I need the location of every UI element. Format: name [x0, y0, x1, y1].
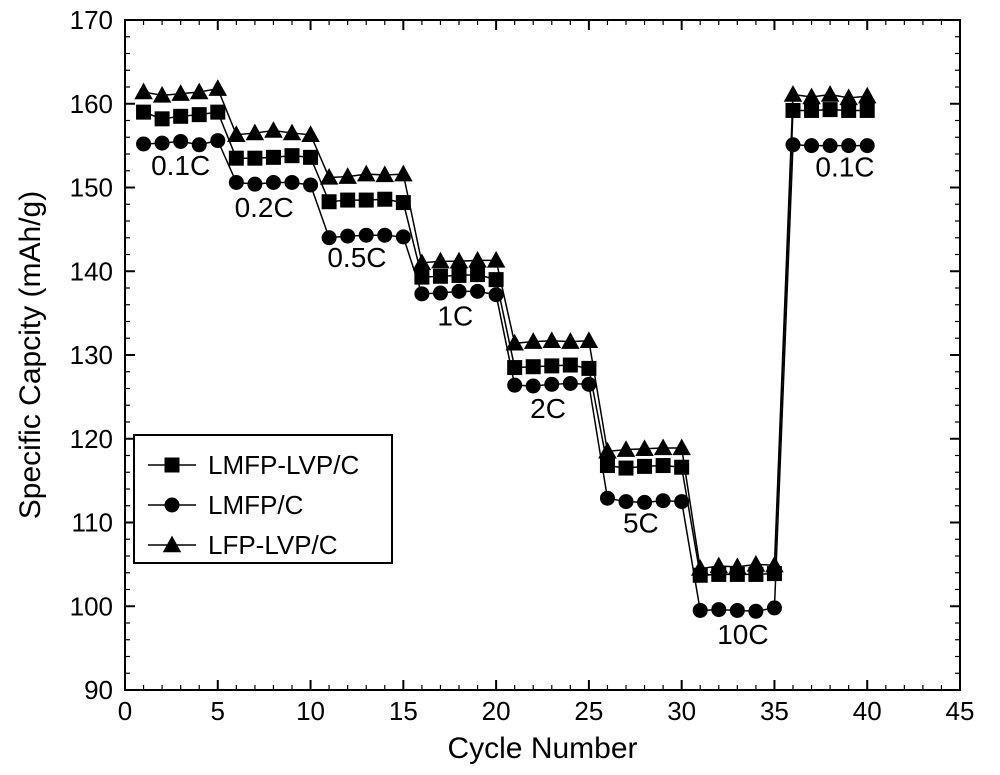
legend-item-label: LMFP-LVP/C	[208, 450, 359, 480]
y-tick-label: 130	[70, 340, 113, 370]
x-tick-label: 35	[760, 696, 789, 726]
y-tick-label: 100	[70, 591, 113, 621]
rate-label: 0.2C	[235, 192, 294, 223]
rate-label: 0.1C	[815, 152, 874, 183]
rate-label: 5C	[623, 508, 659, 539]
plot-border	[125, 20, 960, 690]
x-axis-label: Cycle Number	[447, 732, 637, 765]
y-tick-label: 160	[70, 89, 113, 119]
x-tick-label: 25	[574, 696, 603, 726]
x-tick-label: 45	[946, 696, 975, 726]
y-tick-label: 150	[70, 173, 113, 203]
x-tick-label: 10	[296, 696, 325, 726]
capacity-rate-chart: 0 5 10 15 20 25 30 35 40 45 90 100 110 120 130 140 150 16…	[0, 0, 1000, 775]
x-tick-label: 5	[211, 696, 225, 726]
rate-label: 2C	[530, 393, 566, 424]
y-tick-label: 110	[72, 508, 113, 538]
x-tick-label: 15	[389, 696, 418, 726]
x-tick-label: 20	[482, 696, 511, 726]
rate-label: 10C	[717, 619, 768, 650]
legend: LMFP-LVP/C LMFP/C LFP-LVP/C	[134, 435, 392, 563]
x-tick-label: 40	[853, 696, 882, 726]
y-tick-label: 90	[84, 675, 113, 705]
x-tick-label: 30	[667, 696, 696, 726]
rate-label: 0.1C	[151, 150, 210, 181]
y-tick-label: 140	[70, 256, 113, 286]
x-tick-label: 0	[118, 696, 132, 726]
rate-label: 1C	[437, 301, 473, 332]
legend-item-label: LFP-LVP/C	[208, 530, 338, 560]
y-tick-label: 170	[70, 5, 113, 35]
y-axis-label: Specific Capcity (mAh/g)	[14, 191, 47, 519]
y-tick-label: 120	[70, 424, 113, 454]
legend-item-label: LMFP/C	[208, 490, 303, 520]
rate-label: 0.5C	[327, 242, 386, 273]
